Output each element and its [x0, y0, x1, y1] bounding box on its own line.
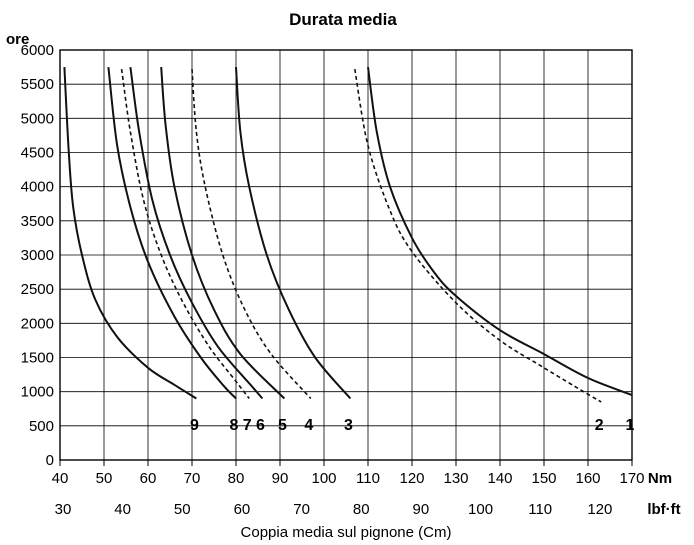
curves	[63, 66, 633, 403]
x2-tick-label: 100	[468, 501, 493, 518]
x2-tick-label: 40	[114, 501, 131, 518]
x-tick-label: 50	[96, 470, 113, 487]
y-tick-label: 1500	[21, 350, 54, 367]
x-tick-label: 110	[356, 470, 380, 487]
x-tick-label: 60	[140, 470, 157, 487]
y-tick-label: 500	[29, 418, 54, 435]
curve-6	[129, 66, 264, 400]
curve-label-4: 4	[304, 417, 313, 434]
x-axis-unit: Nm	[648, 470, 672, 487]
x-axis-title: Coppia media sul pignone (Cm)	[241, 524, 452, 541]
curve-label-9: 9	[190, 417, 199, 434]
y-tick-label: 6000	[21, 42, 54, 59]
curve-label-6: 6	[256, 417, 265, 434]
y-tick-label: 1000	[21, 384, 54, 401]
x-tick-label: 120	[399, 470, 424, 487]
x2-axis-unit: lbf·ft	[647, 501, 680, 518]
curve-label-2: 2	[595, 417, 604, 434]
x-tick-labels: 40 50 60 70 80 90 100 110 120 130 140 150 160 170	[52, 460, 645, 487]
x-tick-label: 80	[228, 470, 245, 487]
chart-title: Durata media	[289, 10, 397, 29]
x2-tick-label: 120	[587, 501, 612, 518]
curve-label-5: 5	[278, 417, 287, 434]
y-tick-label: 4000	[21, 179, 54, 196]
x-tick-label: 100	[311, 470, 336, 487]
curve-label-7: 7	[243, 417, 252, 434]
x-tick-label: 130	[443, 470, 468, 487]
curve-4	[191, 69, 312, 400]
x2-tick-label: 70	[293, 501, 310, 518]
curve-3	[235, 67, 352, 400]
x2-tick-label: 50	[174, 501, 191, 518]
x2-tick-label: 110	[528, 501, 552, 518]
curve-7	[120, 68, 250, 399]
y-tick-label: 0	[46, 452, 54, 469]
y-tick-label: 4500	[21, 145, 54, 162]
x-tick-label: 40	[52, 470, 69, 487]
curve-2	[354, 68, 602, 403]
y-tick-labels: 0 500 1000 1500 2000 2500 3000 3500 4000 4500 5000…	[21, 42, 54, 469]
curve-label-3: 3	[344, 417, 353, 434]
y-tick-label: 5500	[21, 76, 54, 93]
y-tick-label: 3500	[21, 213, 54, 230]
curve-8	[107, 66, 237, 400]
curve-label-1: 1	[626, 417, 635, 434]
curve-1	[367, 66, 633, 397]
x2-tick-label: 90	[413, 501, 430, 518]
x-tick-label: 90	[272, 470, 289, 487]
x-tick-label: 170	[619, 470, 644, 487]
x-tick-label: 70	[184, 470, 201, 487]
y-axis-unit: ore	[6, 31, 29, 48]
x2-tick-label: 30	[55, 501, 72, 518]
plot-frame	[59, 49, 633, 461]
x2-tick-labels: 30 40 50 60 70 80 90 100 110 120	[55, 501, 613, 518]
y-tick-label: 2500	[21, 281, 54, 298]
y-tick-label: 5000	[21, 110, 54, 127]
x-tick-label: 140	[487, 470, 512, 487]
y-tick-label: 3000	[21, 247, 54, 264]
x-tick-label: 150	[531, 470, 556, 487]
curve-5	[160, 67, 286, 400]
curve-label-8: 8	[230, 417, 239, 434]
x2-tick-label: 80	[353, 501, 370, 518]
y-tick-label: 2000	[21, 315, 54, 332]
x-tick-label: 160	[575, 470, 600, 487]
x2-tick-label: 60	[234, 501, 251, 518]
curve-9	[63, 67, 197, 400]
